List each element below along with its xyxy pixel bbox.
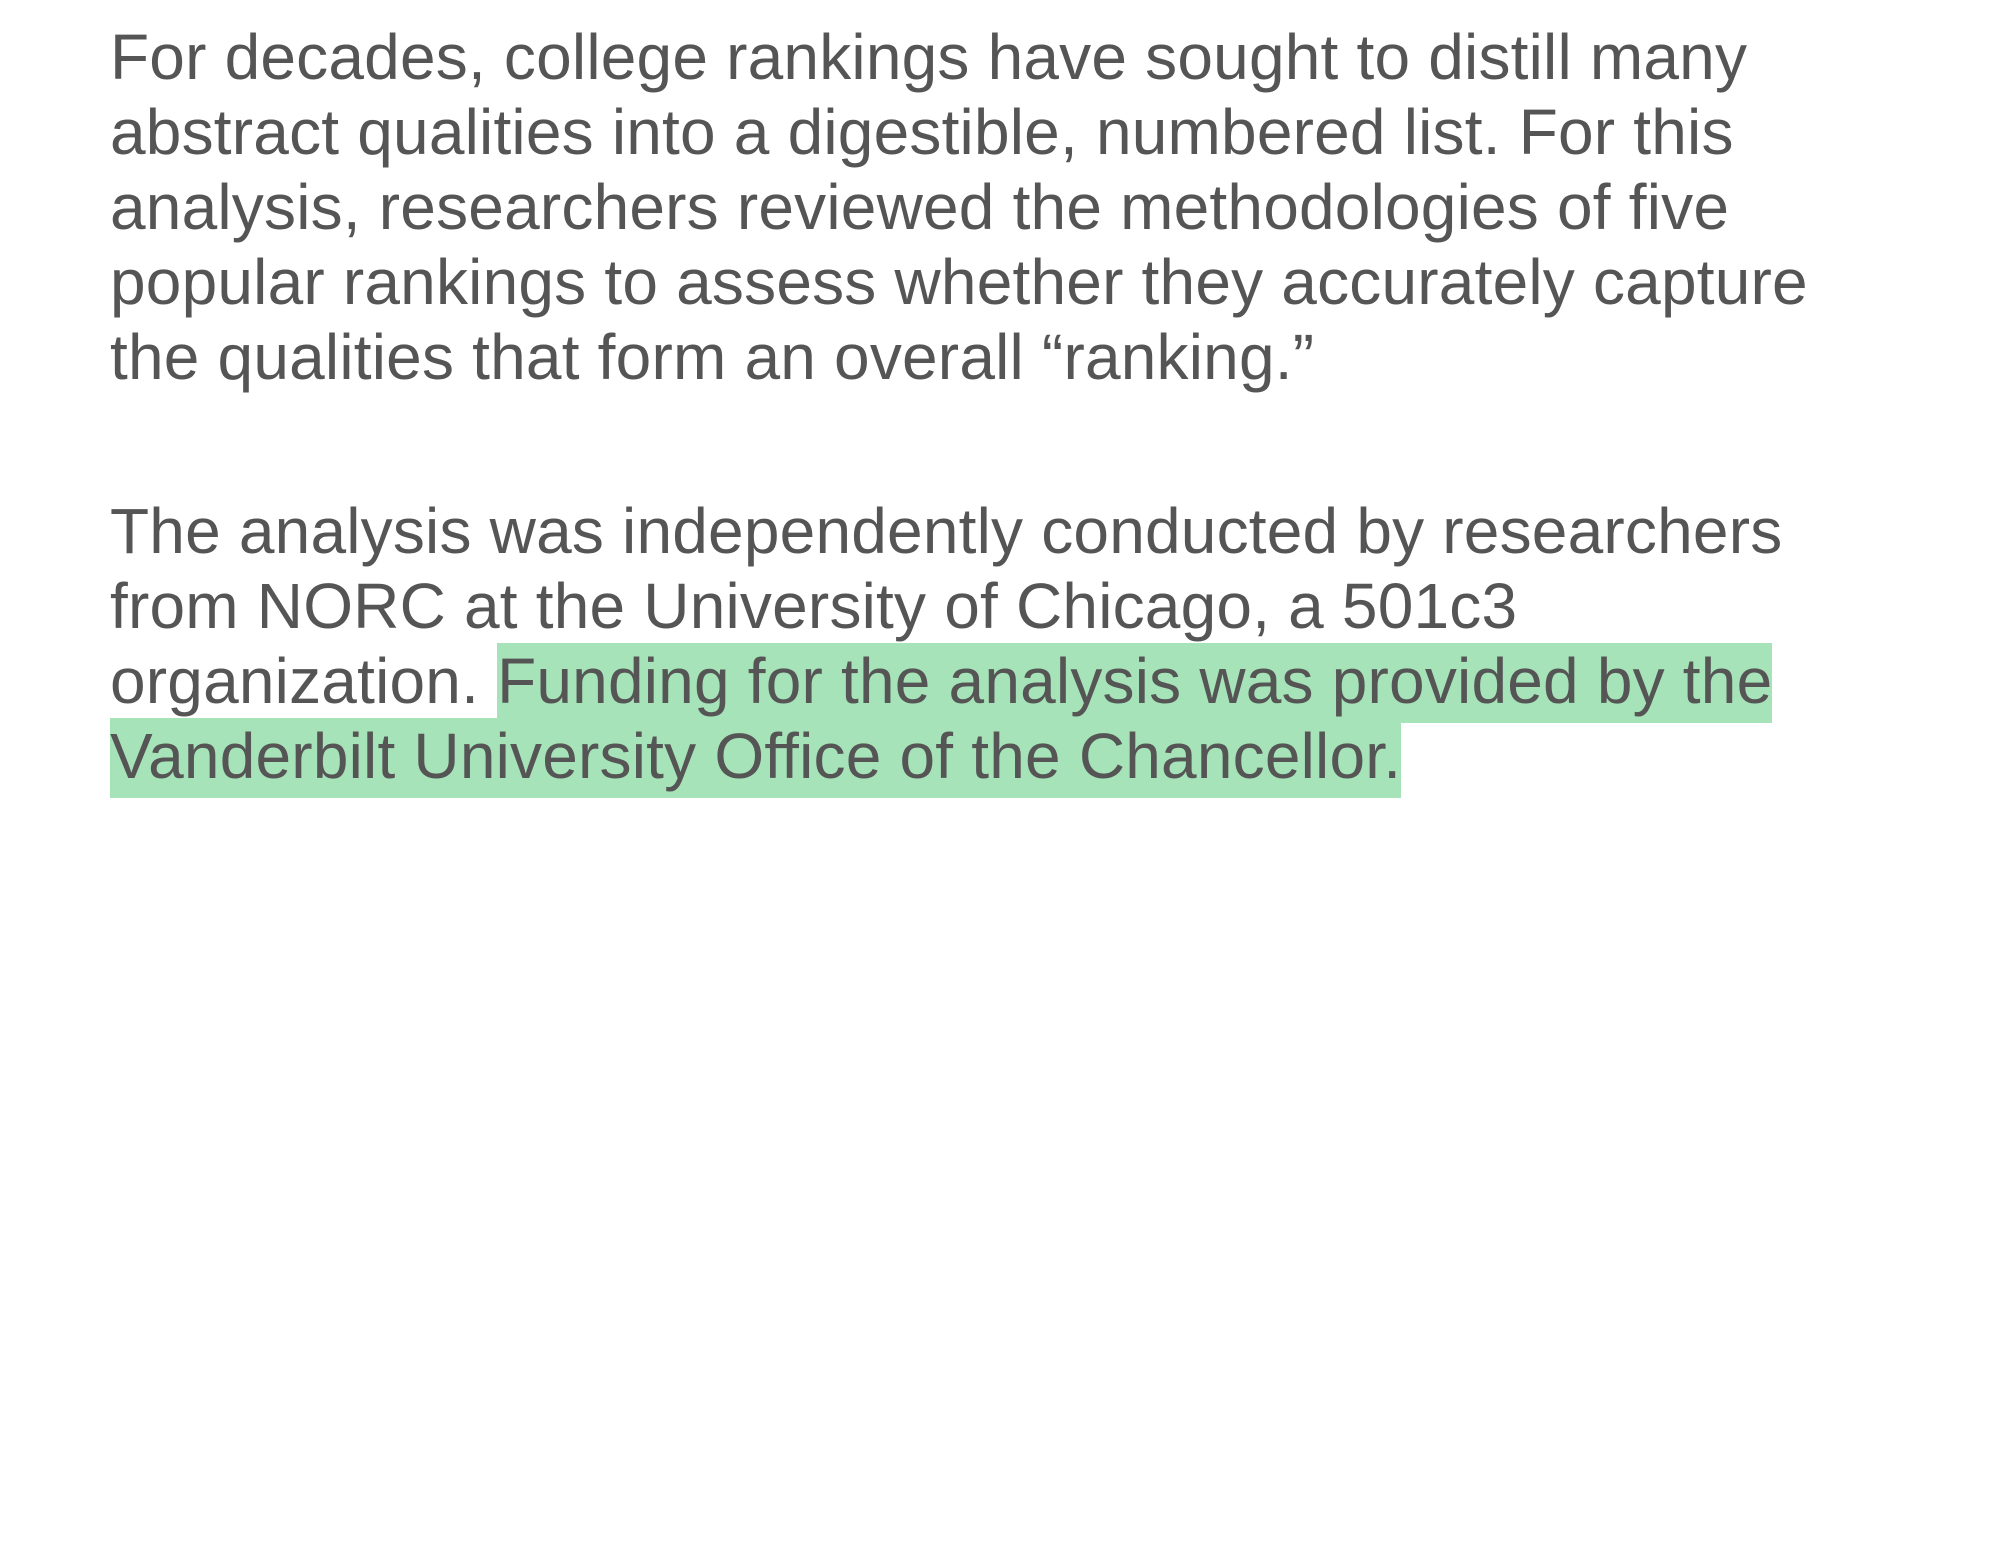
- paragraph-1: For decades, college rankings have sough…: [110, 20, 1890, 394]
- document-page: For decades, college rankings have sough…: [0, 0, 2000, 834]
- paragraph-2: The analysis was independently conducted…: [110, 494, 1890, 794]
- text-run: For decades, college rankings have sough…: [110, 21, 1808, 393]
